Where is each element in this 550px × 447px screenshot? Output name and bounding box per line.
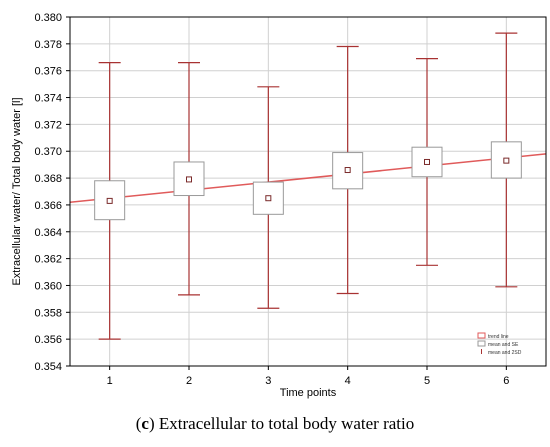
plot-frame (69, 16, 547, 367)
y-tick-label: 0.372 (34, 119, 62, 131)
se-box (332, 152, 364, 190)
x-tick-label: 3 (265, 375, 271, 387)
legend-swatch-trend (477, 332, 486, 339)
x-tick-label: 2 (186, 375, 192, 387)
x-tick-label: 6 (503, 375, 509, 387)
mean-marker (424, 158, 430, 165)
chart: 0.354 0.356 0.358 0.360 0.362 0.364 0.366 0.368… (11, 12, 547, 399)
x-tick-label: 4 (345, 375, 351, 387)
caption-text: Extracellular to total body water ratio (158, 414, 415, 433)
x-tick-label: 5 (424, 375, 430, 387)
trend-line (69, 153, 547, 203)
caption-letter: c (141, 414, 149, 433)
y-tick-label: 0.364 (34, 227, 62, 239)
legend-swatch-se (477, 340, 486, 347)
mean-marker (344, 167, 351, 174)
figure-caption: (c) Extracellular to total body water ra… (135, 414, 415, 433)
plot-area (70, 17, 546, 366)
y-axis-label: Extracellular water/ Total body water [l… (11, 97, 23, 285)
mean-marker (265, 195, 272, 202)
y-tick-label: 0.358 (34, 307, 62, 319)
legend-label-se: mean and SE (488, 342, 519, 348)
y-tick-label: 0.368 (34, 173, 62, 185)
y-tick-label: 0.374 (34, 93, 62, 105)
mean-marker (503, 157, 510, 164)
y-tick-label: 0.356 (34, 334, 62, 346)
mean-marker (106, 197, 113, 204)
y-tick-label: 0.370 (34, 146, 62, 158)
y-tick-label: 0.380 (34, 12, 62, 24)
y-tick-label: 0.362 (34, 254, 62, 266)
mean-marker (186, 176, 192, 183)
legend-label-trend: trend line (488, 334, 509, 340)
x-tick-label: 1 (107, 375, 113, 387)
y-tick-label: 0.360 (34, 280, 62, 292)
y-tick-label: 0.354 (34, 361, 62, 373)
y-tick-label: 0.376 (34, 66, 62, 78)
legend-label-sd: mean and 2SD (488, 350, 522, 356)
y-tick-label: 0.366 (34, 200, 62, 212)
x-axis-label: Time points (280, 387, 337, 399)
y-tick-label: 0.378 (34, 39, 62, 51)
